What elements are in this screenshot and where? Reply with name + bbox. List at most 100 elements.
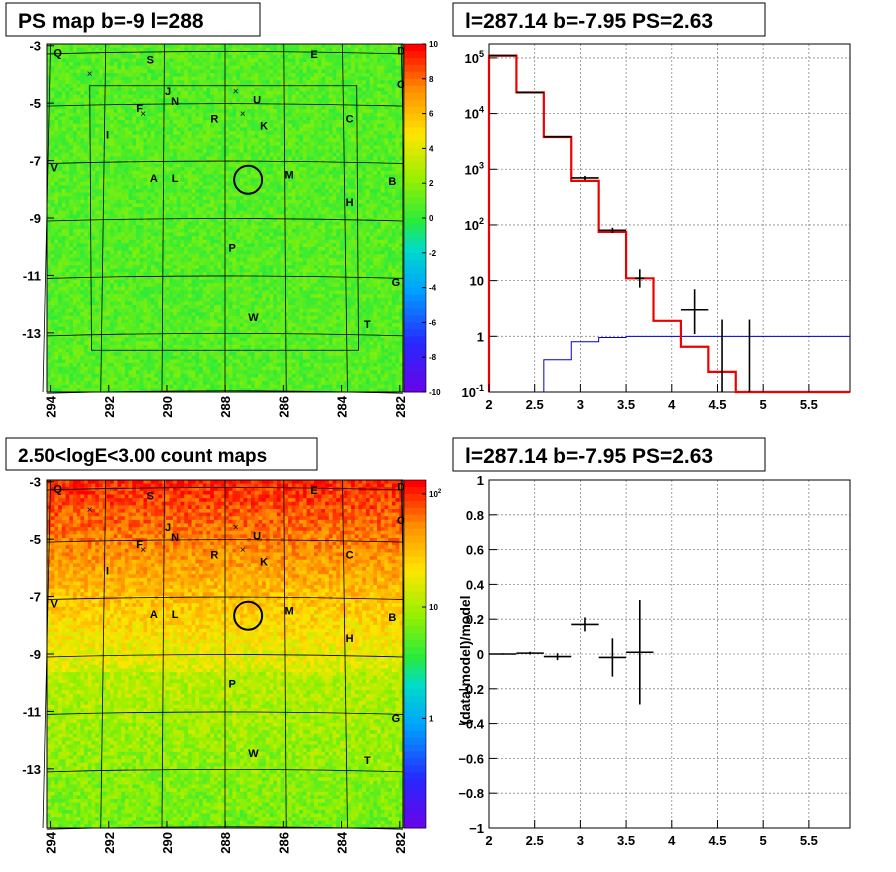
grid-parallel [46, 539, 404, 543]
y-tick-label: -11 [23, 268, 41, 283]
source-label-I: I [106, 565, 109, 577]
residual-point [571, 617, 599, 632]
residual-point [626, 600, 654, 705]
source-label-V: V [50, 162, 58, 174]
y-tick-label: -7 [29, 590, 41, 605]
source-label-K: K [260, 121, 268, 133]
x-tick-label: 4.5 [708, 397, 726, 412]
colorbar-tick-label: 8 [429, 75, 434, 84]
residual-grid [488, 479, 850, 829]
grid-parallel [46, 711, 404, 715]
title-box-br: l=287.14 b=-7.95 PS=2.63 [452, 437, 766, 472]
y-tick-label: -13 [22, 326, 41, 341]
model-background-line [543, 335, 850, 392]
source-label-F: F [136, 539, 143, 551]
source-label-L: L [172, 173, 179, 185]
y-tick-label: 0.6 [466, 543, 484, 558]
panel-title-tr: l=287.14 b=-7.95 PS=2.63 [465, 10, 713, 33]
source-label-T: T [364, 755, 371, 767]
x-tick-label: 288 [218, 396, 233, 418]
x-tick-label: 3 [577, 833, 584, 848]
y-tick-label: -3 [29, 39, 41, 54]
source-label-D: D [397, 46, 405, 58]
source-label-M: M [284, 605, 293, 617]
colorbar-tick-label: 4 [429, 144, 434, 153]
source-label-P: P [228, 242, 235, 254]
source-label-P: P [228, 678, 235, 690]
source-label-B: B [388, 612, 396, 624]
y-tick-label: -11 [23, 704, 41, 719]
source-label-E: E [310, 485, 317, 497]
cross-marker: × [240, 545, 246, 556]
grid-meridian [342, 479, 348, 829]
grid-parallel [46, 160, 404, 164]
source-label-O: O [397, 79, 406, 91]
x-tick-label: 282 [393, 832, 408, 854]
x-tick-label: 294 [44, 395, 59, 417]
grid-parallel [46, 654, 404, 658]
model-total-line [487, 54, 850, 394]
source-circle [233, 164, 264, 195]
y-tick-label: −0.2 [458, 682, 484, 697]
cross-marker: × [140, 545, 146, 556]
panel-title-bl: 2.50<logE<3.00 count maps [18, 446, 267, 467]
grid-meridian [100, 43, 107, 393]
x-tick-label: 2 [485, 397, 492, 412]
source-label-W: W [248, 748, 259, 760]
heatmap-cells [47, 44, 404, 393]
roi-box [89, 85, 359, 351]
source-label-S: S [147, 490, 154, 502]
source-label-G: G [392, 277, 401, 289]
x-tick-label: 5 [760, 833, 767, 848]
x-tick-label: 5 [760, 397, 767, 412]
y-tick-label: 10-1 [462, 383, 484, 400]
colorbar-tick-label: 102 [429, 489, 442, 499]
y-tick-label: 1 [477, 473, 484, 488]
source-label-V: V [50, 598, 58, 610]
y-tick-label: 105 [465, 49, 484, 66]
source-label-J: J [165, 86, 171, 98]
x-tick-label: 5.5 [800, 397, 818, 412]
colorbar-tick-label: 2 [429, 179, 434, 188]
data-point [680, 289, 709, 335]
coord-grid [42, 479, 410, 830]
grid-parallel [46, 768, 404, 773]
x-tick-label: 4.5 [708, 833, 726, 848]
grid-parallel [46, 103, 404, 107]
colorbar-tick-label: -2 [429, 249, 437, 258]
source-label-E: E [310, 49, 317, 61]
source-label-L: L [172, 609, 179, 621]
source-label-C: C [346, 114, 354, 126]
source-label-Q: Q [53, 47, 62, 59]
y-tick-label: -5 [29, 532, 41, 547]
y-tick-label: 1 [477, 329, 484, 344]
colorbar-tick-label: 1 [429, 714, 434, 723]
source-label-S: S [147, 54, 154, 66]
residual-point [598, 638, 627, 677]
x-tick-label: 292 [102, 832, 117, 854]
source-label-F: F [136, 103, 143, 115]
source-label-U: U [253, 530, 261, 542]
source-label-H: H [346, 197, 354, 209]
data-point [635, 269, 645, 288]
y-tick-label: 0.8 [466, 508, 484, 523]
colorbar-tick-label: -6 [429, 318, 437, 327]
source-label-A: A [150, 609, 158, 621]
y-tick-label: 0 [477, 647, 484, 662]
source-label-W: W [248, 312, 259, 324]
x-tick-label: 286 [276, 832, 291, 854]
y-tick-label: 0.2 [466, 612, 484, 627]
source-label-N: N [171, 532, 179, 544]
x-tick-label: 286 [276, 396, 291, 418]
source-label-R: R [210, 550, 218, 562]
grid-meridian [161, 43, 165, 393]
y-tick-label: -9 [29, 211, 41, 226]
colorbar-tick-label: 6 [429, 110, 434, 119]
source-label-U: U [253, 94, 261, 106]
count-map-panel: × × × × Q S E D O J U F N R K C I V A L M B H P G W T -3 -5 -7 -9 -11 -1… [22, 475, 442, 854]
residual-point [543, 653, 572, 661]
source-circle [233, 600, 264, 631]
source-label-R: R [210, 114, 218, 126]
x-tick-label: 2.5 [526, 833, 544, 848]
